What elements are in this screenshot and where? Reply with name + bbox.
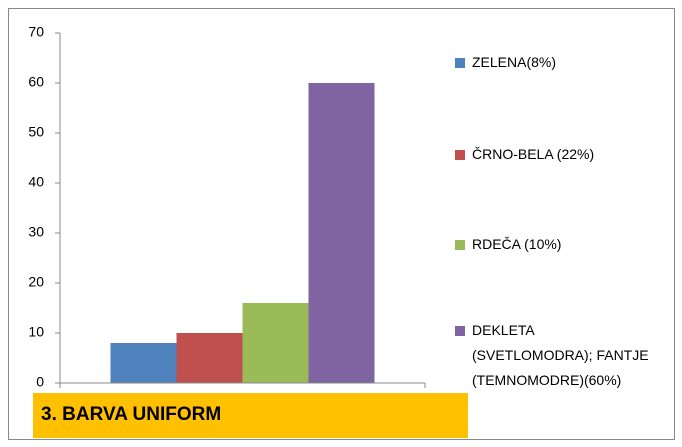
legend-swatch	[455, 150, 465, 160]
y-tick-label: 60	[28, 74, 44, 90]
legend-entry: ZELENA(8%)	[455, 50, 655, 75]
legend-entry: ČRNO-BELA (22%)	[455, 142, 655, 167]
y-tick-label: 0	[36, 374, 44, 390]
bar	[176, 333, 243, 383]
chart-title: 3. BARVA UNIFORM	[41, 404, 222, 425]
legend-label: RDEČA (10%)	[472, 236, 562, 252]
y-tick-label: 20	[28, 274, 44, 290]
legend-swatch	[455, 240, 465, 250]
legend-entry: RDEČA (10%)	[455, 232, 655, 257]
bar	[242, 303, 309, 383]
y-tick-label: 70	[28, 24, 44, 40]
bar	[308, 83, 375, 383]
y-tick-label: 50	[28, 124, 44, 140]
y-tick-label: 10	[28, 324, 44, 340]
bar	[110, 343, 177, 383]
y-tick-label: 30	[28, 224, 44, 240]
legend-label: DEKLETA (SVETLOMODRA); FANTJE (TEMNOMODR…	[472, 322, 649, 388]
legend-swatch	[455, 326, 465, 336]
legend-entry: DEKLETA (SVETLOMODRA); FANTJE (TEMNOMODR…	[455, 318, 655, 393]
y-tick-label: 40	[28, 174, 44, 190]
legend-label: ZELENA(8%)	[472, 54, 557, 70]
title-box: 3. BARVA UNIFORM	[33, 393, 468, 438]
legend-label: ČRNO-BELA (22%)	[472, 146, 595, 162]
legend-swatch	[455, 58, 465, 68]
